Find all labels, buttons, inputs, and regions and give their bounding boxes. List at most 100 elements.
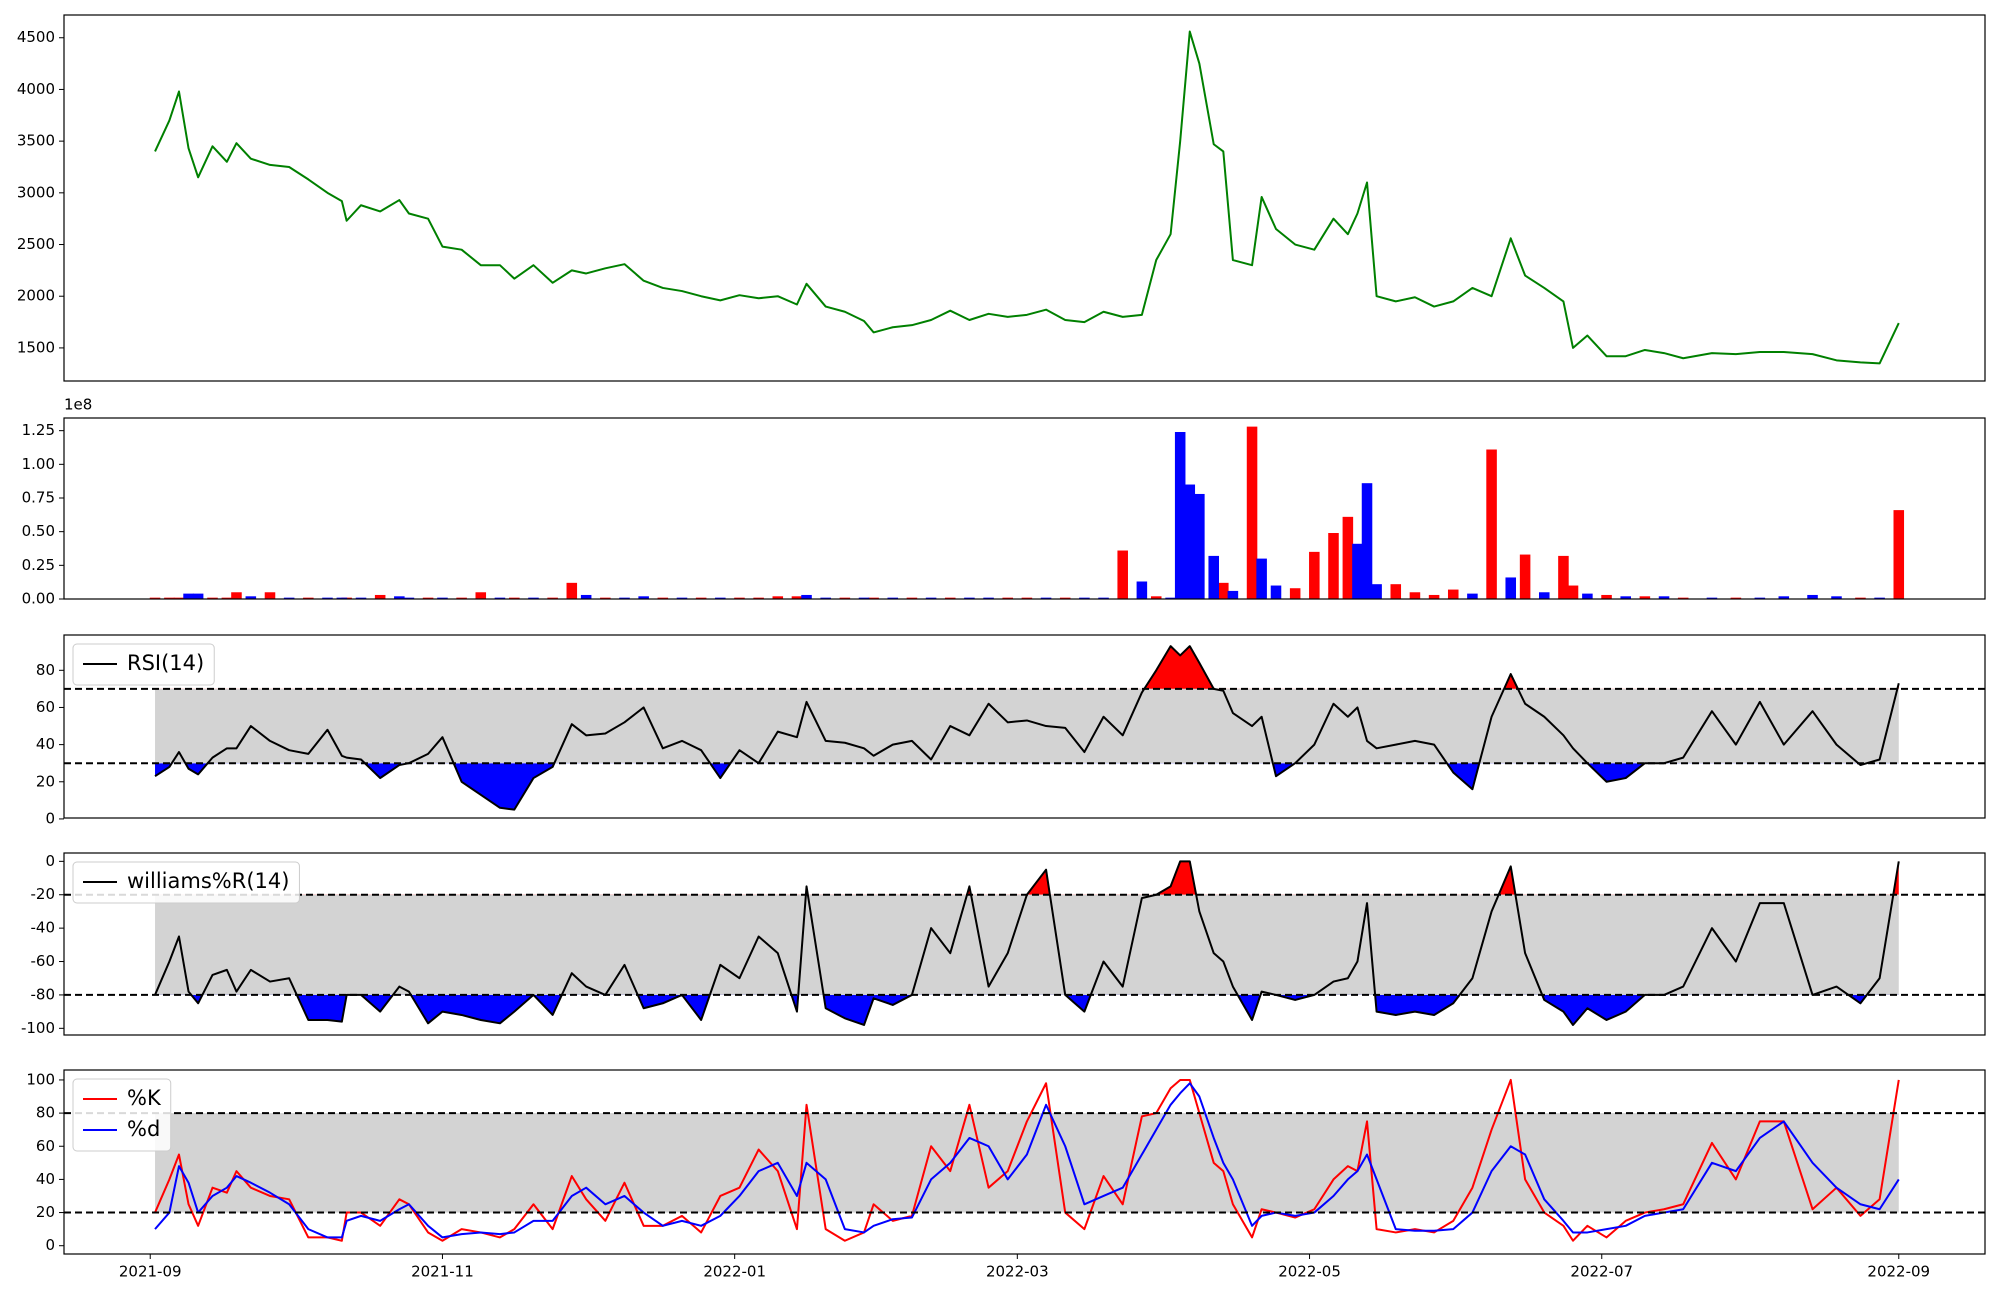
volume-bar (1807, 594, 1818, 599)
volume-bar (437, 597, 448, 599)
volume-bar (1246, 426, 1258, 599)
y-tick-label: 1.25 (22, 421, 55, 439)
y-tick-label: 80 (36, 661, 55, 679)
volume-bar (1778, 596, 1790, 599)
volume-bar (403, 597, 415, 599)
volume-bar (1855, 597, 1866, 599)
y-tick-label: -60 (31, 952, 56, 970)
y-tick-label: 2000 (17, 287, 55, 305)
band (155, 894, 1899, 995)
volume-bar (925, 597, 937, 599)
x-tick-label: 2022-03 (986, 1263, 1049, 1281)
y-tick-label: 2500 (17, 235, 55, 253)
y-tick-label: 0.50 (22, 522, 55, 540)
volume-bar (1505, 577, 1517, 599)
volume-bar (1328, 533, 1339, 599)
volume-bar (1079, 597, 1090, 599)
volume-bar (1677, 597, 1689, 599)
volume-bar (1342, 516, 1354, 599)
volume-bar (422, 597, 434, 599)
volume-bar (1467, 593, 1478, 599)
volume-bar (1893, 510, 1905, 599)
volume-bar (1117, 550, 1128, 599)
volume-bar (791, 596, 803, 599)
volume-bar (1098, 597, 1109, 599)
x-tick-label: 2021-09 (119, 1263, 182, 1281)
volume-bar (820, 597, 831, 599)
volume-bar (1539, 592, 1550, 599)
volume-bar (1371, 584, 1382, 599)
volume-bar (1558, 555, 1569, 599)
legend-label: %d (127, 1117, 160, 1141)
y-tick-label: 40 (36, 1170, 55, 1188)
volume-bar (1730, 597, 1742, 599)
volume-bar (1409, 592, 1421, 599)
volume-bar (1620, 596, 1631, 599)
volume-bar (245, 596, 257, 599)
y-tick-label: 0 (45, 1236, 55, 1254)
volume-bar (1002, 597, 1014, 599)
volume-bar (164, 597, 175, 599)
volume-bar (858, 597, 870, 599)
volume-bar (983, 597, 994, 599)
y-tick-label: -40 (31, 919, 56, 937)
volume-bar (1874, 597, 1885, 599)
y-tick-label: 80 (36, 1104, 55, 1122)
volume-bar (1165, 597, 1176, 599)
x-tick-label: 2022-01 (703, 1263, 766, 1281)
legend-box (72, 861, 300, 904)
y-tick-label: 20 (36, 772, 55, 790)
threshold-fill (155, 994, 1899, 1025)
volume-bar (1582, 593, 1593, 599)
volume-bar (1194, 493, 1205, 599)
volume-bar (676, 597, 688, 599)
x-tick-label: 2022-05 (1278, 1263, 1341, 1281)
legend-label: williams%R(14) (127, 869, 289, 893)
volume-bar (283, 597, 295, 599)
volume-bar (1208, 555, 1219, 599)
volume-bar (566, 582, 578, 599)
y-tick-label: 0 (45, 809, 55, 827)
volume-bar (1289, 588, 1301, 599)
volume-bar (619, 597, 630, 599)
y-tick-label: 3000 (17, 183, 55, 201)
volume-bar (1150, 596, 1162, 599)
volume-bar (580, 594, 592, 599)
volume-bar (1184, 484, 1196, 599)
y-tick-label: 20 (36, 1203, 55, 1221)
volume-bar (1831, 596, 1842, 599)
volume-bar (1218, 582, 1229, 599)
volume-bar (1309, 551, 1320, 599)
y-tick-label: 0.75 (22, 488, 55, 506)
volume-bar (547, 597, 558, 599)
volume-bar (494, 597, 506, 599)
volume-bar (509, 597, 520, 599)
volume-bar (336, 597, 348, 599)
volume-bar (1040, 597, 1052, 599)
axes-frame (63, 14, 1986, 382)
volume-bar (1361, 483, 1373, 599)
volume-bar (1706, 597, 1718, 599)
volume-bar (715, 597, 726, 599)
y-tick-label: 60 (36, 1137, 55, 1155)
volume-bar (1754, 597, 1766, 599)
axes-frame (63, 634, 1986, 819)
volume-bar (355, 597, 367, 599)
volume-bar (264, 592, 276, 599)
x-tick-label: 2022-07 (1570, 1263, 1633, 1281)
volume-bar (183, 593, 194, 599)
y-tick-label: -20 (31, 885, 56, 903)
volume-bar (1428, 594, 1440, 599)
volume-bar (1021, 597, 1033, 599)
volume-bar (1270, 585, 1282, 599)
volume-bar (1658, 596, 1670, 599)
volume-bar (475, 592, 487, 599)
axes-frame (63, 1069, 1986, 1255)
band (155, 1113, 1899, 1213)
axes-frame (63, 852, 1986, 1036)
series-line (154, 1082, 1900, 1239)
volume-bar (801, 594, 812, 599)
y-tick-label: 4500 (17, 28, 55, 46)
volume-bar (192, 593, 204, 599)
